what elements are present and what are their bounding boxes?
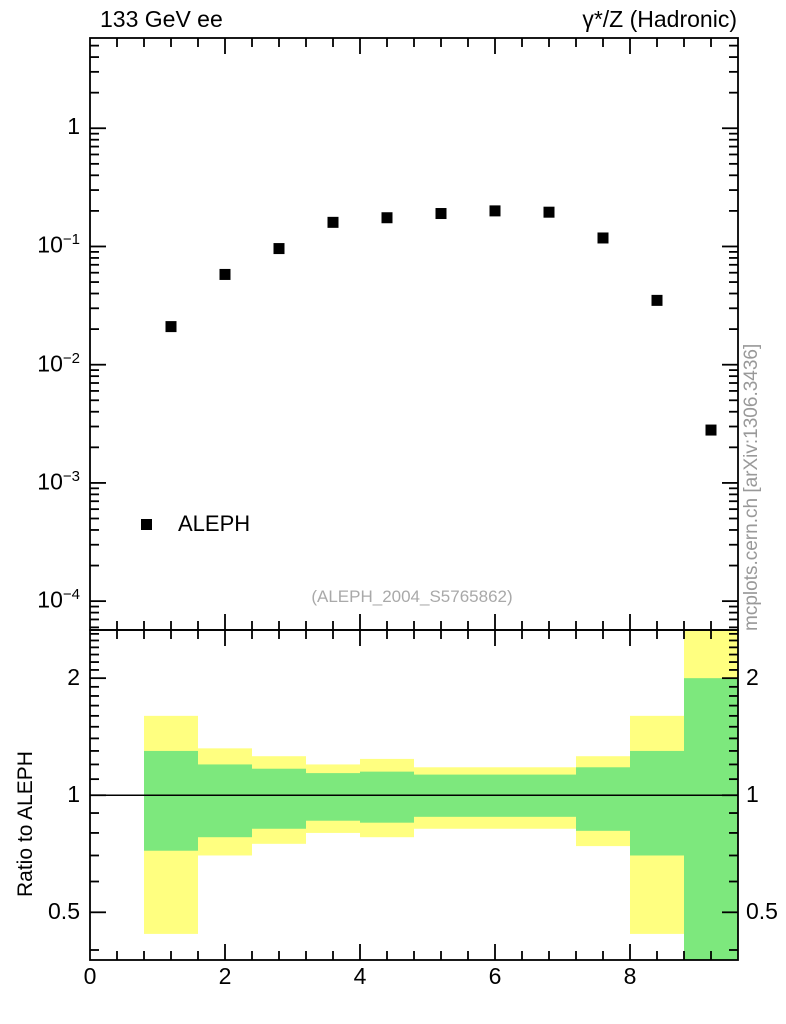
ratio-axis-title: Ratio to ALEPH (14, 751, 37, 897)
legend-label: ALEPH (178, 511, 251, 536)
plot-title-energy: 133 GeV ee (100, 6, 223, 32)
legend-marker-square-icon (141, 518, 152, 530)
watermark: mcplots.cern.ch [arXiv:1306.3436] (741, 343, 762, 631)
legend: ALEPH (141, 511, 250, 537)
plot-title-process: γ*/Z (Hadronic) (582, 6, 737, 32)
analysis-reference: (ALEPH_2004_S5765862) (311, 587, 513, 606)
